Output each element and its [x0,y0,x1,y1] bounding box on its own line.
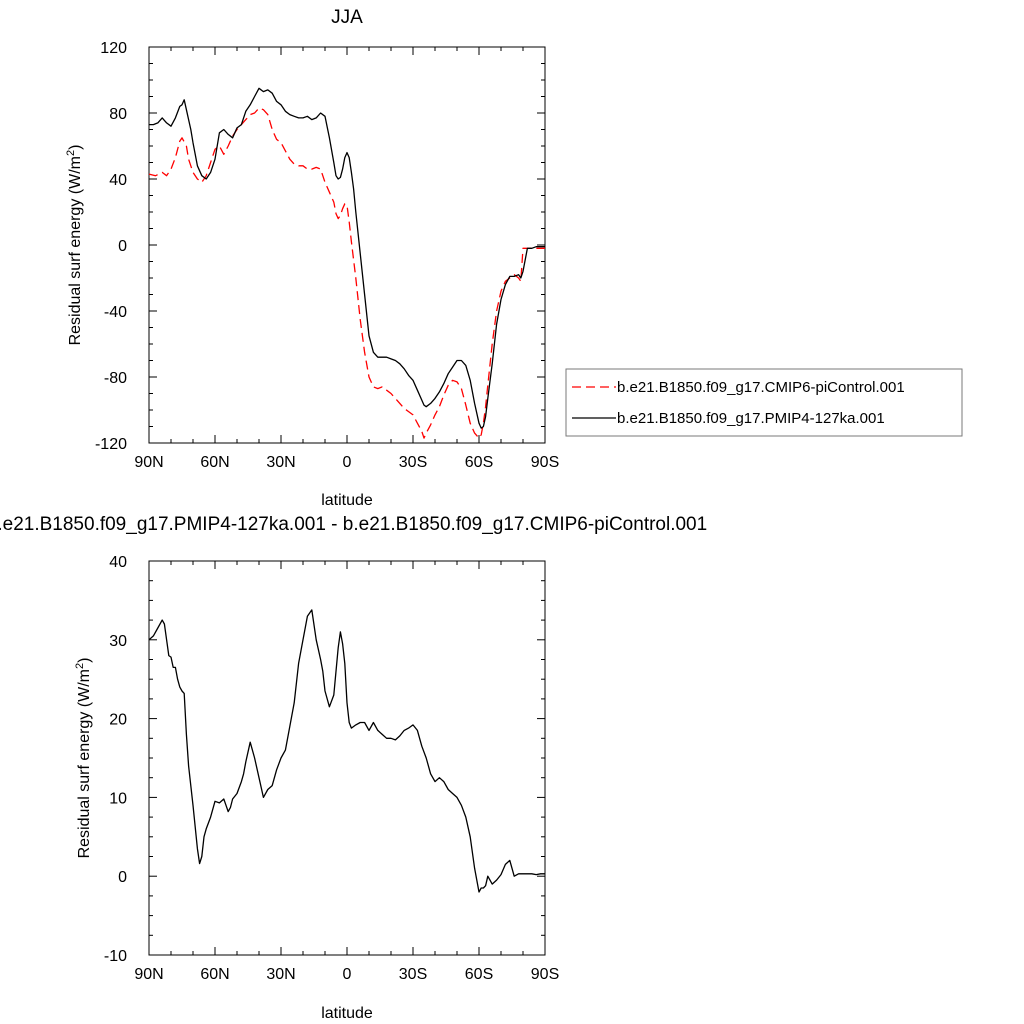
bottom-x-tick-label: 90N [134,966,163,983]
bottom-x-tick-label: 30N [266,966,295,983]
bottom-y-tick-label: 40 [109,554,127,571]
bottom-x-tick-label: 60S [465,966,493,983]
top-y-tick-label: 0 [118,238,127,255]
bottom-x-tick-label: 90S [531,966,559,983]
top-y-tick-label: -80 [104,370,127,387]
top-x-tick-label: 30N [266,454,295,471]
bottom-y-tick-label: 20 [109,712,127,729]
top-y-axis-label: Residual surf energy (W/m2) [65,145,84,346]
bottom-chart-title: b.e21.B1850.f09_g17.PMIP4-127ka.001 - b.… [0,514,707,535]
bottom-x-tick-label: 0 [343,966,352,983]
top-series-line-0 [148,107,545,439]
top-chart-title: JJA [331,7,363,28]
bottom-x-tick-label: 60N [200,966,229,983]
top-y-tick-label: 40 [109,172,127,189]
legend-box [565,368,963,437]
top-x-tick-label: 0 [343,454,352,471]
top-x-tick-label: 60N [200,454,229,471]
top-x-tick-label: 90N [134,454,163,471]
bottom-x-axis-label: latitude [321,1005,373,1022]
bottom-y-tick-label: 30 [109,633,127,650]
top-series-line-1 [149,87,545,429]
top-x-tick-label: 30S [399,454,427,471]
bottom-y-tick-label: -10 [104,948,127,965]
top-plot-frame [148,46,546,444]
legend-label-picontrol: b.e21.B1850.f09_g17.CMIP6-piControl.001 [617,379,905,396]
top-y-tick-label: 120 [100,40,127,57]
top-chart-panel: JJA 90N 60N 30N 0 30S 60S 90S 120 80 40 0 -40 -80 -120… [65,7,559,509]
bottom-plot-frame [148,560,546,956]
top-y-tick-label: -40 [104,304,127,321]
bottom-y-axis-label: Residual surf energy (W/m2) [74,658,93,859]
top-x-tick-label: 90S [531,454,559,471]
top-y-tick-label: 80 [109,106,127,123]
legend: b.e21.B1850.f09_g17.CMIP6-piControl.001 … [565,368,963,437]
bottom-series-line-0 [148,609,545,893]
top-y-tick-label: -120 [95,436,127,453]
bottom-x-tick-label: 30S [399,966,427,983]
legend-label-pmip4: b.e21.B1850.f09_g17.PMIP4-127ka.001 [617,410,885,427]
top-x-axis-label: latitude [321,492,373,509]
bottom-chart-panel: b.e21.B1850.f09_g17.PMIP4-127ka.001 - b.… [0,514,707,1022]
bottom-y-tick-label: 10 [109,790,127,807]
bottom-y-tick-label: 0 [118,869,127,886]
top-x-tick-label: 60S [465,454,493,471]
